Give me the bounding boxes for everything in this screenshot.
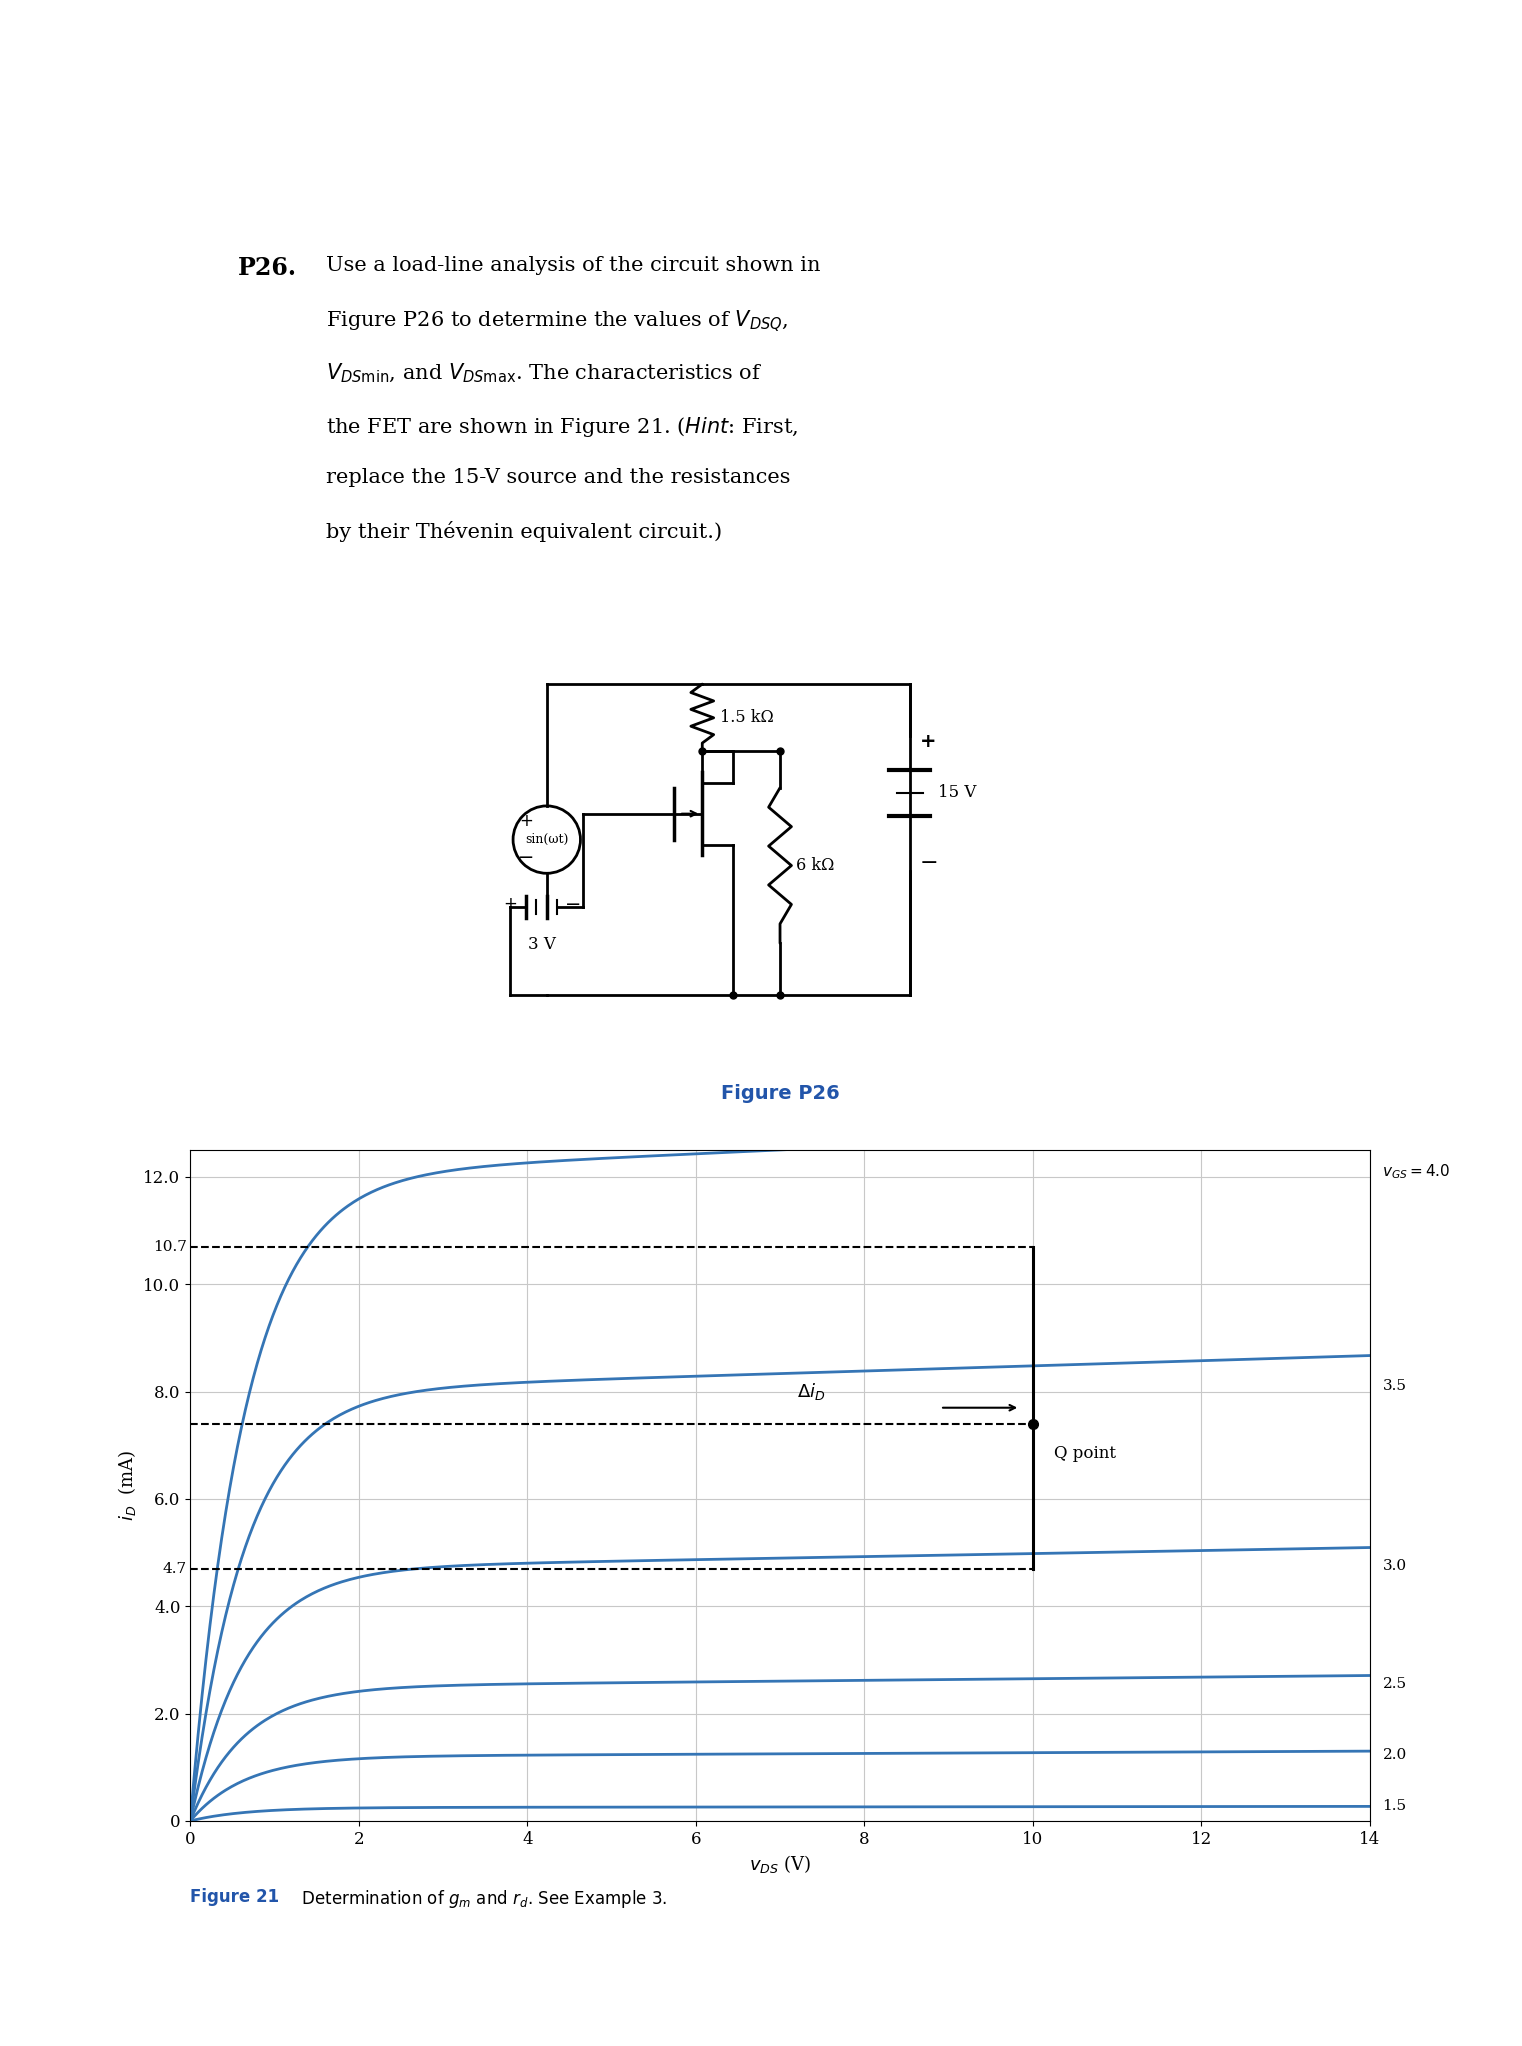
Text: $v_{GS} = 4.0$: $v_{GS} = 4.0$ [1382,1162,1450,1181]
Text: Figure P26: Figure P26 [720,1084,840,1103]
Text: Q point: Q point [1053,1444,1116,1461]
Text: 1.5: 1.5 [1382,1798,1406,1813]
Text: the FET are shown in Figure 21. ($\mathit{Hint}$: First,: the FET are shown in Figure 21. ($\mathi… [326,415,798,438]
Text: P26.: P26. [237,256,297,280]
Text: +: + [519,812,533,831]
Text: $V_{DS\mathrm{min}}$, and $V_{DS\mathrm{max}}$. The characteristics of: $V_{DS\mathrm{min}}$, and $V_{DS\mathrm{… [326,362,763,385]
Y-axis label: $i_D$  (mA): $i_D$ (mA) [116,1451,139,1522]
Text: Figure 21: Figure 21 [190,1888,280,1907]
X-axis label: $v_{DS}$ (V): $v_{DS}$ (V) [749,1854,811,1876]
Text: Use a load-line analysis of the circuit shown in: Use a load-line analysis of the circuit … [326,256,820,274]
Text: 3.5: 3.5 [1382,1379,1406,1393]
Text: 15 V: 15 V [938,784,977,802]
Text: +: + [504,896,517,913]
Text: 10.7: 10.7 [152,1240,187,1254]
Text: 2.0: 2.0 [1382,1749,1406,1762]
Text: 2.5: 2.5 [1382,1678,1406,1692]
Text: Determination of $g_m$ and $r_d$. See Example 3.: Determination of $g_m$ and $r_d$. See Ex… [291,1888,667,1911]
Text: replace the 15-V source and the resistances: replace the 15-V source and the resistan… [326,469,790,487]
Text: $\Delta i_D$: $\Delta i_D$ [798,1381,825,1402]
Text: −: − [517,849,534,868]
Text: 3 V: 3 V [528,935,556,953]
Text: 6 kΩ: 6 kΩ [796,857,834,874]
Text: −: − [565,894,581,915]
Text: sin(ωt): sin(ωt) [525,833,568,847]
Text: 4.7: 4.7 [163,1561,187,1575]
Text: Figure P26 to determine the values of $V_{DSQ}$,: Figure P26 to determine the values of $V… [326,309,788,333]
Text: by their Thévenin equivalent circuit.): by their Thévenin equivalent circuit.) [326,520,721,542]
Text: 3.0: 3.0 [1382,1559,1406,1573]
Text: 1.5 kΩ: 1.5 kΩ [720,710,775,726]
Text: −: − [919,853,939,874]
Text: +: + [919,732,936,751]
